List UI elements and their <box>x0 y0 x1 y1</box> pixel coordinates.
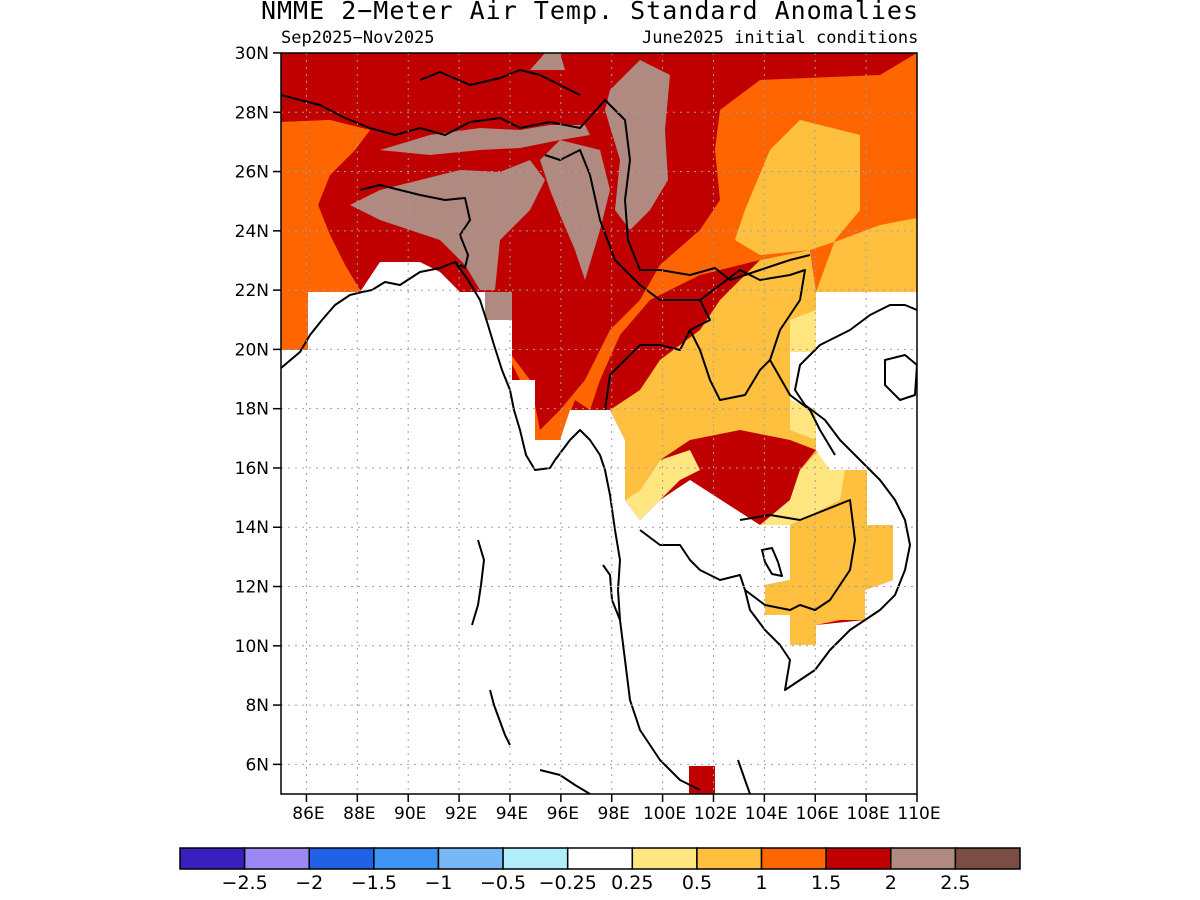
lon-tick-label: 96E <box>547 804 579 824</box>
colorbar-swatch <box>825 847 892 870</box>
border-cambodia <box>739 499 856 611</box>
lon-tick-label: 98E <box>598 804 630 824</box>
border-thailand-laos <box>689 329 771 401</box>
lon-tick-label: 100E <box>643 804 686 824</box>
colorbar-swatch <box>566 847 634 870</box>
colorbar-swatch <box>308 847 375 870</box>
anomaly-cell-south <box>689 766 715 794</box>
colorbar-label: −1.5 <box>351 872 397 894</box>
anomaly-band-2-5-c <box>540 140 610 280</box>
anomaly-band-2-5-f <box>485 292 512 320</box>
anomaly-band-2-5-b <box>380 125 590 155</box>
colorbar-label: −2.5 <box>222 872 268 894</box>
colorbar-swatch <box>502 847 569 870</box>
colorbar-swatch <box>760 847 827 870</box>
anomaly-band-1-5-west <box>281 120 370 350</box>
colorbar-label: 1 <box>755 872 767 894</box>
colorbar: −2.5 −2 −1.5 −1 −0.5 −0.25 0.25 0.5 1 1.5 2 2.5 <box>179 847 1021 894</box>
lon-tick-label: 106E <box>796 804 839 824</box>
colorbar-label: 0.25 <box>611 872 653 894</box>
lat-tick-label: 8N <box>245 696 269 716</box>
colorbar-label: 2 <box>885 872 897 894</box>
myanmar-thai-coast <box>554 429 701 791</box>
colorbar-swatch <box>373 847 440 870</box>
border-bangladesh <box>359 184 471 269</box>
lon-tick-label: 86E <box>292 804 324 824</box>
map-title: NMME 2−Meter Air Temp. Standard Anomalie… <box>260 0 920 25</box>
lon-tick-label: 94E <box>496 804 528 824</box>
lat-tick-label: 26N <box>235 163 269 183</box>
lat-tick-label: 12N <box>235 578 269 598</box>
colorbar-label: 2.5 <box>940 872 970 894</box>
initial-conditions-label: June2025 initial conditions <box>642 28 919 48</box>
lat-tick-label: 30N <box>235 44 269 64</box>
anomaly-band-2-5-e <box>530 53 565 70</box>
sumatra-north <box>737 759 751 794</box>
anomaly-band-1-north <box>735 120 860 255</box>
border-north-india-nepal <box>281 94 811 281</box>
lon-tick-label: 108E <box>847 804 890 824</box>
masked-ocean-and-near-normal <box>281 262 917 794</box>
lat-tick-label: 20N <box>235 340 269 360</box>
lat-tick-label: 10N <box>235 637 269 657</box>
colorbar-swatch <box>890 847 957 870</box>
season-label: Sep2025−Nov2025 <box>281 28 435 48</box>
map-frame <box>280 52 918 795</box>
longitude-axis: 86E 88E 90E 92E 94E 96E 98E 100E 102E 104E 106E 108… <box>292 794 941 824</box>
lat-tick-label: 24N <box>235 222 269 242</box>
hainan-island <box>884 354 917 401</box>
border-laos-west <box>699 269 836 456</box>
map-gridlines <box>281 53 917 794</box>
lon-tick-label: 104E <box>745 804 788 824</box>
colorbar-label: −0.5 <box>480 872 526 894</box>
lon-tick-label: 88E <box>343 804 375 824</box>
lon-tick-label: 90E <box>394 804 426 824</box>
colorbar-swatch <box>243 847 310 870</box>
lat-tick-label: 22N <box>235 281 269 301</box>
colorbar-swatch <box>437 847 504 870</box>
lon-tick-label: 92E <box>445 804 477 824</box>
colorbar-swatch <box>179 847 246 870</box>
lat-tick-label: 16N <box>235 459 269 479</box>
nicobar-islands <box>489 689 511 746</box>
colorbar-label: 0.5 <box>682 872 712 894</box>
lon-tick-label: 102E <box>694 804 737 824</box>
colorbar-swatch <box>631 847 698 870</box>
colorbar-label: −2 <box>295 872 323 894</box>
latitude-axis: 30N 28N 26N 24N 22N 20N 18N 16N 14N 12N 10N 8N 6N <box>235 44 281 775</box>
tonle-sap-lake <box>761 547 783 577</box>
anomaly-band-0-5 <box>625 310 845 525</box>
colorbar-swatch <box>696 847 763 870</box>
malay-coast-south <box>539 769 591 794</box>
gulf-of-thailand-coast <box>639 304 917 691</box>
lat-tick-label: 14N <box>235 518 269 538</box>
myanmar-west-islands <box>602 564 621 621</box>
anomaly-band-2-5-d <box>605 60 670 230</box>
lon-tick-label: 110E <box>897 804 940 824</box>
anomaly-band-2-5-a <box>350 160 545 290</box>
andaman-islands <box>471 539 485 626</box>
colorbar-swatch <box>954 847 1021 870</box>
lat-tick-label: 6N <box>245 755 269 775</box>
colorbar-label: −1 <box>424 872 452 894</box>
colorbar-label: −0.25 <box>539 872 597 894</box>
lat-tick-label: 18N <box>235 400 269 420</box>
anomaly-field <box>281 53 917 794</box>
anomaly-band-1 <box>610 120 917 645</box>
lat-tick-label: 28N <box>235 103 269 123</box>
colorbar-label: 1.5 <box>811 872 841 894</box>
